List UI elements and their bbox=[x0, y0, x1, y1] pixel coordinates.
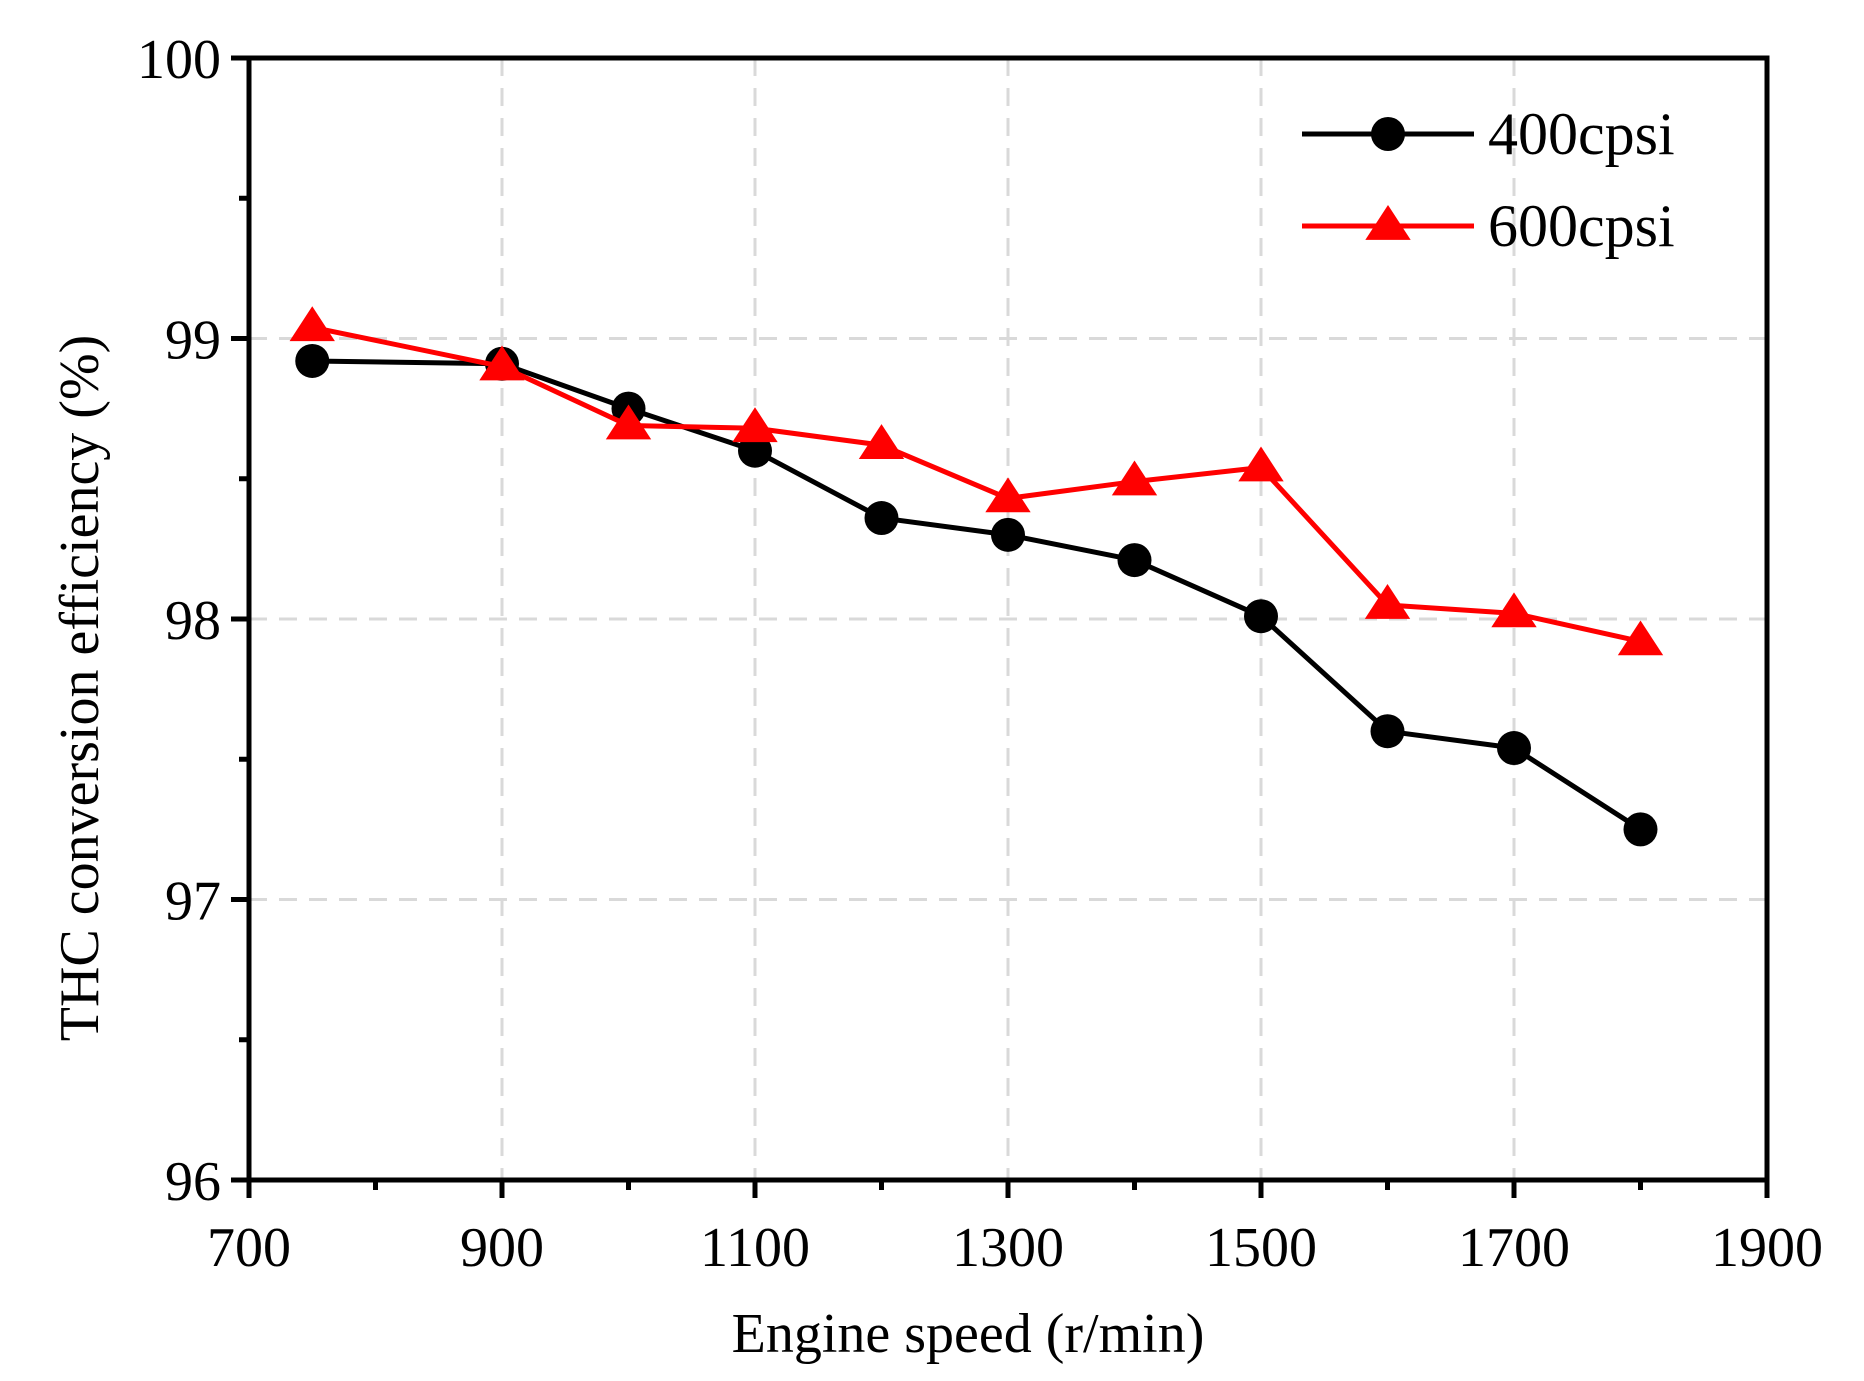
data-point-400cpsi bbox=[864, 501, 899, 536]
data-point-400cpsi bbox=[1497, 731, 1531, 766]
data-point-600cpsi bbox=[1491, 592, 1537, 628]
data-point-400cpsi bbox=[1244, 599, 1278, 634]
x-tick-label: 1700 bbox=[1458, 1217, 1570, 1279]
y-tick-label: 98 bbox=[165, 590, 221, 652]
data-point-600cpsi bbox=[1364, 583, 1411, 619]
legend: 400cpsi 600cpsi bbox=[1302, 101, 1675, 259]
series-line-400cpsi bbox=[312, 358, 1642, 832]
legend-label-600cpsi: 600cpsi bbox=[1488, 193, 1675, 259]
tick-labels: 700 900 1100 1300 1500 1700 1900 96 97 98 99 100 bbox=[137, 29, 1823, 1279]
series-layer bbox=[289, 306, 1664, 847]
x-tick-label: 1100 bbox=[700, 1217, 810, 1279]
data-point-600cpsi bbox=[289, 306, 335, 342]
y-tick-label: 100 bbox=[137, 29, 221, 91]
data-point-600cpsi bbox=[858, 424, 905, 459]
data-point-400cpsi bbox=[1370, 714, 1405, 749]
data-point-400cpsi bbox=[991, 517, 1025, 552]
series-600cpsi bbox=[289, 306, 1664, 656]
x-axis-title: Engine speed (r/min) bbox=[732, 1303, 1205, 1365]
y-tick-label: 96 bbox=[165, 1151, 221, 1213]
data-point-400cpsi bbox=[738, 433, 772, 468]
data-point-400cpsi bbox=[295, 343, 330, 378]
data-point-400cpsi bbox=[1623, 812, 1658, 847]
data-point-600cpsi bbox=[1238, 446, 1284, 482]
legend-label-400cpsi: 400cpsi bbox=[1488, 101, 1675, 167]
x-tick-label: 900 bbox=[460, 1217, 544, 1279]
data-point-400cpsi bbox=[1117, 543, 1152, 578]
data-point-600cpsi bbox=[479, 345, 525, 381]
x-tick-label: 1300 bbox=[952, 1217, 1064, 1279]
data-point-600cpsi bbox=[1617, 620, 1664, 656]
data-point-600cpsi bbox=[605, 404, 652, 440]
data-point-600cpsi bbox=[985, 477, 1031, 513]
x-tick-label: 1500 bbox=[1205, 1217, 1317, 1279]
y-tick-label: 99 bbox=[165, 310, 221, 372]
x-tick-label: 1900 bbox=[1711, 1217, 1823, 1279]
y-tick-label: 97 bbox=[165, 871, 221, 933]
axis-ticks bbox=[231, 55, 1770, 1198]
legend-marker-600cpsi bbox=[1365, 205, 1411, 240]
y-axis-title: THC conversion efficiency (%) bbox=[49, 335, 111, 1041]
x-tick-label: 700 bbox=[207, 1217, 291, 1279]
data-point-600cpsi bbox=[732, 407, 778, 443]
data-point-600cpsi bbox=[1111, 460, 1158, 496]
series-400cpsi bbox=[295, 343, 1658, 847]
legend-marker-400cpsi bbox=[1371, 117, 1405, 151]
